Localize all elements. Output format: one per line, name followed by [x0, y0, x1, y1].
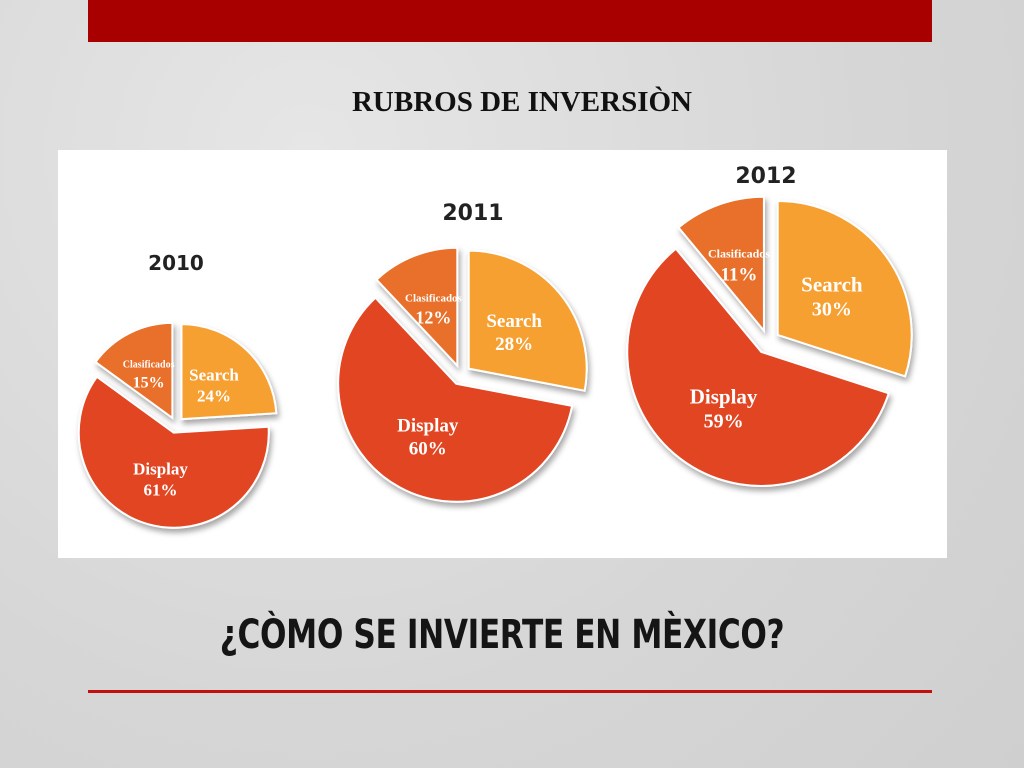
- pie-slice-search: [467, 249, 588, 392]
- slice-value-clasificados: 12%: [415, 307, 451, 327]
- bottom-rule: [88, 690, 932, 693]
- top-accent-bar: [88, 0, 932, 42]
- slide-subtitle: RUBROS DE INVERSIÒN: [351, 86, 692, 118]
- pie-title: 2010: [148, 251, 204, 275]
- slice-value-search: 24%: [197, 387, 231, 406]
- slice-value-search: 28%: [495, 334, 533, 355]
- slice-label-clasificados: Clasificados: [708, 246, 770, 260]
- pie-chart-2010: 2010 Search 24% Display 61% Clasificados 15%: [77, 251, 278, 529]
- pie-charts: 2010Search24%Display61%Clasificados15%20…: [77, 164, 913, 529]
- pie-slice-clasificados: [677, 195, 765, 334]
- slice-label-clasificados: Clasificados: [405, 292, 463, 304]
- slice-label-display: Display: [397, 415, 459, 436]
- chart-panel: 2010 Search 24% Display 61% Clasificados 15% 20…: [58, 150, 947, 558]
- pie-slice-display: [337, 296, 574, 503]
- slice-value-clasificados: 11%: [720, 264, 757, 285]
- slice-label-display: Display: [690, 384, 758, 408]
- slide-title: ¿CÒMO SE INVIERTE EN MÈXICO?: [219, 612, 785, 658]
- slice-value-display: 60%: [409, 438, 447, 459]
- pie-slice-search: [180, 323, 278, 421]
- slice-value-display: 61%: [144, 480, 178, 499]
- slice-value-display: 59%: [704, 410, 744, 432]
- pie-slice-display: [77, 375, 270, 529]
- slice-label-search: Search: [801, 273, 863, 297]
- pie-slice-clasificados: [375, 246, 459, 369]
- pie-slice-display: [626, 247, 890, 487]
- pie-title: 2012: [735, 164, 796, 189]
- slice-value-search: 30%: [812, 299, 852, 321]
- slice-label-display: Display: [133, 459, 188, 478]
- pie-slice-clasificados: [94, 321, 174, 420]
- slice-label-clasificados: Clasificados: [123, 359, 175, 370]
- slice-value-clasificados: 15%: [133, 374, 165, 391]
- slice-label-search: Search: [486, 311, 542, 332]
- slice-label-search: Search: [189, 366, 239, 385]
- pie-slice-search: [776, 199, 913, 378]
- pie-title: 2011: [442, 201, 503, 226]
